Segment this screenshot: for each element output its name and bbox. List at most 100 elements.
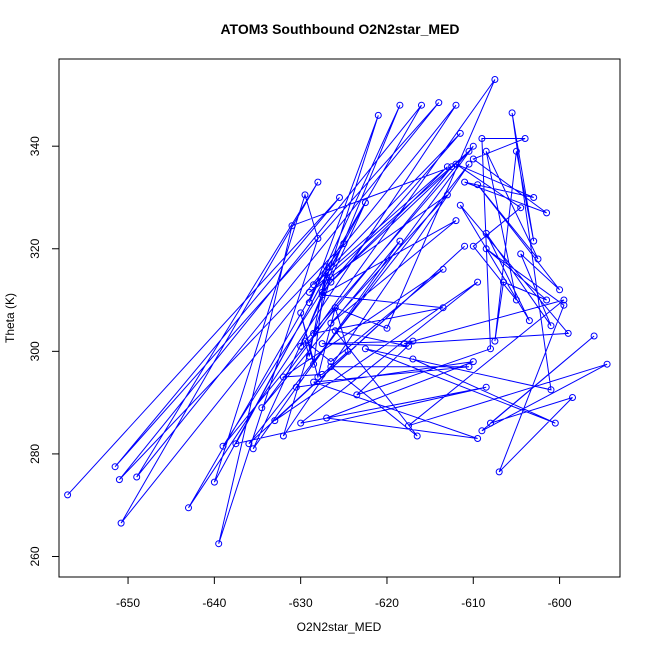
data-point <box>327 273 335 281</box>
y-tick-label: 260 <box>28 546 42 566</box>
data-point <box>465 160 473 168</box>
data-point <box>521 135 529 142</box>
x-tick-label: -620 <box>375 596 399 610</box>
data-point <box>413 432 421 440</box>
data-point <box>279 373 287 381</box>
data-point <box>310 329 318 337</box>
y-tick-label: 280 <box>28 444 42 464</box>
y-tick-label: 320 <box>28 238 42 258</box>
data-point <box>456 201 464 209</box>
data-point <box>500 278 507 286</box>
data-point <box>396 101 404 109</box>
data-point <box>569 394 576 401</box>
y-axis: 260 280 300 320 340 <box>28 136 60 567</box>
data-point <box>310 360 318 368</box>
y-axis-label: Theta (K) <box>3 293 17 343</box>
data-point <box>478 427 486 435</box>
y-tick-label: 300 <box>28 341 42 361</box>
data-point <box>297 419 305 427</box>
y-tick-label: 340 <box>28 136 42 156</box>
x-axis: -650 -640 -630 -620 -610 -600 <box>116 576 572 610</box>
data-point <box>469 242 477 250</box>
data-point <box>547 386 555 394</box>
data-point <box>301 337 309 345</box>
data-point <box>543 296 551 304</box>
data-point <box>474 278 482 286</box>
data-point <box>310 378 318 386</box>
data-point <box>443 163 451 171</box>
data-point <box>465 363 473 371</box>
data-point <box>491 337 499 345</box>
data-point <box>331 304 339 312</box>
data-point <box>452 217 460 225</box>
data-point <box>396 237 404 245</box>
data-point <box>271 417 279 425</box>
data-point <box>452 160 460 168</box>
data-point <box>512 147 520 155</box>
data-point <box>327 358 335 366</box>
data-point <box>491 76 499 83</box>
data-point <box>474 435 482 442</box>
chart-title: ATOM3 Southbound O2N2star_MED <box>220 21 459 37</box>
x-tick-label: -640 <box>202 596 226 610</box>
data-point <box>517 250 525 258</box>
data-point <box>323 414 331 422</box>
series-layer <box>64 76 611 548</box>
data-point <box>530 237 538 245</box>
x-tick-label: -650 <box>116 596 140 610</box>
data-point <box>115 476 123 484</box>
data-point <box>344 347 352 355</box>
data-point <box>232 440 240 448</box>
data-point <box>482 229 490 237</box>
data-point <box>474 181 482 189</box>
data-point <box>560 301 568 309</box>
data-point <box>323 263 331 271</box>
data-point <box>215 540 223 548</box>
data-point <box>318 291 326 299</box>
data-point <box>133 473 141 481</box>
data-point <box>249 445 257 453</box>
data-point <box>487 345 494 353</box>
data-point <box>405 422 412 430</box>
data-point <box>530 194 538 201</box>
data-point <box>331 327 339 335</box>
data-point <box>603 360 611 368</box>
data-point <box>443 191 451 199</box>
data-point <box>534 255 542 263</box>
data-point <box>361 199 369 207</box>
data-point <box>547 322 555 330</box>
data-point <box>456 129 464 137</box>
data-point <box>374 111 382 119</box>
data-point <box>461 178 469 186</box>
data-point <box>310 281 318 289</box>
data-point <box>336 194 343 201</box>
data-point <box>318 288 326 296</box>
data-point <box>465 147 473 155</box>
data-point <box>525 317 533 325</box>
data-point <box>469 358 477 366</box>
data-point <box>435 99 443 107</box>
data-point <box>314 235 322 242</box>
data-point <box>482 147 490 155</box>
data-point <box>400 340 408 348</box>
data-point <box>111 463 119 471</box>
data-point <box>210 478 218 486</box>
data-point <box>305 353 313 360</box>
data-point <box>353 391 361 399</box>
data-point <box>439 265 447 273</box>
data-point <box>452 101 460 109</box>
data-point <box>409 355 417 363</box>
data-point <box>245 440 253 448</box>
data-point <box>495 468 503 476</box>
data-point <box>482 383 490 391</box>
data-point <box>318 340 326 348</box>
data-point <box>305 288 313 296</box>
data-point <box>314 178 322 186</box>
data-point <box>551 419 559 427</box>
data-point <box>508 109 516 117</box>
data-point <box>482 245 490 253</box>
data-point <box>439 304 447 312</box>
data-point <box>305 299 313 307</box>
